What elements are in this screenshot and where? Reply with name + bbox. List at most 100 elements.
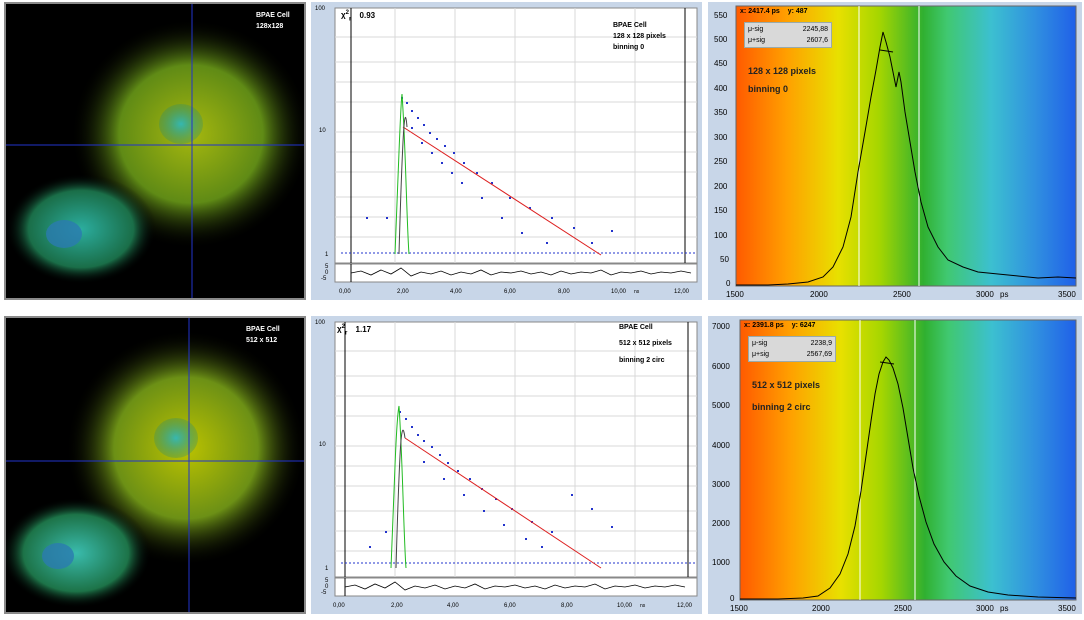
y-tick: 4000: [712, 441, 730, 450]
x-tick: 0,00: [333, 603, 345, 609]
y-tick-1: 1: [325, 566, 329, 572]
x-tick: 2,00: [397, 289, 409, 295]
fit-line: [404, 437, 602, 569]
x-tick: 1500: [730, 604, 748, 613]
y-tick: 2000: [712, 519, 730, 528]
x-tick: 4,00: [447, 603, 459, 609]
y-tick-1: 1: [325, 252, 329, 258]
x-tick: 2500: [894, 604, 912, 613]
image-title: BPAE Cell: [256, 12, 290, 19]
decay-info: BPAE Cell 512 x 512 pixels binning 2 cir…: [619, 322, 672, 366]
y-tick: 7000: [712, 322, 730, 331]
decay-plot-row2: [334, 321, 698, 597]
y-tick: 300: [714, 133, 728, 142]
x-tick: 4,00: [450, 289, 462, 295]
decay-plot-row1: [334, 7, 698, 283]
y-tick: 450: [714, 59, 728, 68]
x-tick: 6,00: [504, 289, 516, 295]
y-tick: 500: [714, 35, 728, 44]
y-tick: 550: [714, 11, 728, 20]
image-subtitle: 512 x 512: [246, 337, 278, 344]
info-line: binning 0: [613, 44, 645, 51]
intensity-image-row1[interactable]: BPAE Cell 128x128: [4, 2, 306, 300]
hist-title-2: binning 2 circ: [752, 402, 811, 412]
sigma-legend: μ-sig 2238,9 μ+sig 2567,69: [748, 336, 836, 362]
y-tick: 100: [714, 231, 728, 240]
y-tick: 200: [714, 182, 728, 191]
sigma-legend: μ-sig 2245,88 μ+sig 2607,6: [744, 22, 832, 48]
y-tick-100: 100: [315, 6, 326, 12]
y-tick: 0: [730, 594, 735, 603]
chi-square-readout: χ2r 0.93: [341, 10, 376, 23]
cursor-readout: x: 2391.8 ps y: 6247: [744, 322, 816, 329]
y-tick-100: 100: [315, 320, 326, 326]
hist-title-1: 128 x 128 pixels: [748, 66, 817, 76]
x-tick: 6,00: [504, 603, 516, 609]
cell-image-row2: [6, 318, 304, 612]
histogram-line: [740, 356, 1077, 600]
residuals: [350, 267, 692, 277]
y-tick: 5000: [712, 401, 730, 410]
x-unit: ns: [634, 289, 640, 295]
lifetime-histogram-panel-row2[interactable]: x: 2391.8 ps y: 6247 μ-sig 2238,9 μ+sig 25…: [708, 316, 1082, 614]
info-line: 512 x 512 pixels: [619, 340, 672, 347]
x-tick: 3000: [976, 290, 994, 299]
residuals: [344, 581, 686, 591]
histogram-plot-row1: [735, 5, 1077, 287]
intensity-image-row2[interactable]: BPAE Cell 512 x 512: [4, 316, 306, 614]
image-title-block: BPAE Cell 128x128: [256, 10, 290, 32]
res-tick-5: 5: [325, 578, 329, 584]
irf-line: [394, 93, 410, 255]
y-tick: 1000: [712, 558, 730, 567]
y-tick: 150: [714, 206, 728, 215]
res-tick-0: 0: [325, 270, 329, 276]
hist-title-2: binning 0: [748, 84, 788, 94]
info-line: BPAE Cell: [619, 324, 653, 331]
info-line: 128 x 128 pixels: [613, 33, 666, 40]
cell-image-row1: [6, 4, 304, 298]
x-tick: 8,00: [558, 289, 570, 295]
chi-symbol: χ: [337, 324, 342, 334]
x-tick: 2,00: [391, 603, 403, 609]
hist-title-1: 512 x 512 pixels: [752, 380, 821, 390]
chi-symbol: χ: [341, 10, 346, 20]
chi-square-readout: χ2r 1.17: [337, 324, 372, 337]
x-tick: 10,00: [611, 289, 627, 295]
chi-value: 1.17: [355, 324, 372, 334]
info-line: BPAE Cell: [613, 22, 647, 29]
x-tick: 2500: [893, 290, 911, 299]
lifetime-histogram-panel-row1[interactable]: x: 2417.4 ps y: 487 μ-sig 2245,88 μ+sig 26…: [708, 2, 1082, 300]
decay-points: [366, 97, 613, 244]
res-tick-minus5: -5: [321, 276, 327, 282]
y-tick: 0: [726, 279, 731, 288]
info-line: binning 2 circ: [619, 357, 665, 364]
x-unit: ns: [640, 603, 646, 609]
y-tick: 350: [714, 108, 728, 117]
x-tick: 12,00: [674, 289, 690, 295]
x-tick: 0,00: [339, 289, 351, 295]
histogram-plot-row2: [739, 319, 1077, 601]
y-tick: 250: [714, 157, 728, 166]
res-tick-minus5: -5: [321, 590, 327, 596]
irf-line: [390, 405, 407, 569]
res-tick-5: 5: [325, 264, 329, 270]
x-tick: 10,00: [617, 603, 633, 609]
decay-curve-panel-row1[interactable]: χ2r 0.93 BPAE Cell 128 x 128 pixels binn…: [311, 2, 702, 300]
decay-curve-panel-row2[interactable]: χ2r 1.17 BPAE Cell 512 x 512 pixels binn…: [311, 316, 702, 614]
chi-value: 0.93: [359, 10, 376, 20]
y-tick: 6000: [712, 362, 730, 371]
image-title: BPAE Cell: [246, 326, 280, 333]
histogram-line: [736, 31, 1077, 286]
x-tick: 2000: [812, 604, 830, 613]
x-tick: 1500: [726, 290, 744, 299]
x-unit: ps: [1000, 290, 1009, 299]
x-tick: 3500: [1058, 290, 1076, 299]
y-tick: 50: [720, 255, 729, 264]
image-subtitle: 128x128: [256, 23, 284, 30]
x-unit: ps: [1000, 604, 1009, 613]
x-tick: 3500: [1058, 604, 1076, 613]
y-tick-10: 10: [319, 128, 326, 134]
y-tick-10: 10: [319, 442, 326, 448]
res-tick-0: 0: [325, 584, 329, 590]
x-tick: 12,00: [677, 603, 693, 609]
